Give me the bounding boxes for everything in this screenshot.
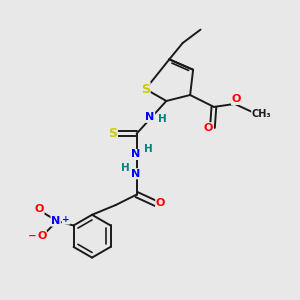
Text: O: O bbox=[203, 123, 213, 133]
Text: N: N bbox=[51, 216, 60, 226]
Text: −: − bbox=[28, 231, 36, 241]
Text: H: H bbox=[158, 114, 167, 124]
Text: H: H bbox=[143, 144, 152, 154]
Text: N: N bbox=[146, 112, 154, 122]
Text: H: H bbox=[121, 164, 130, 173]
Text: O: O bbox=[37, 231, 46, 241]
Text: S: S bbox=[108, 127, 117, 140]
Text: N: N bbox=[130, 149, 140, 160]
Text: O: O bbox=[156, 199, 165, 208]
Text: N: N bbox=[130, 169, 140, 179]
Text: +: + bbox=[62, 215, 70, 224]
Text: O: O bbox=[232, 94, 241, 104]
Text: CH₃: CH₃ bbox=[252, 109, 271, 119]
Text: O: O bbox=[34, 204, 44, 214]
Text: S: S bbox=[141, 82, 150, 96]
